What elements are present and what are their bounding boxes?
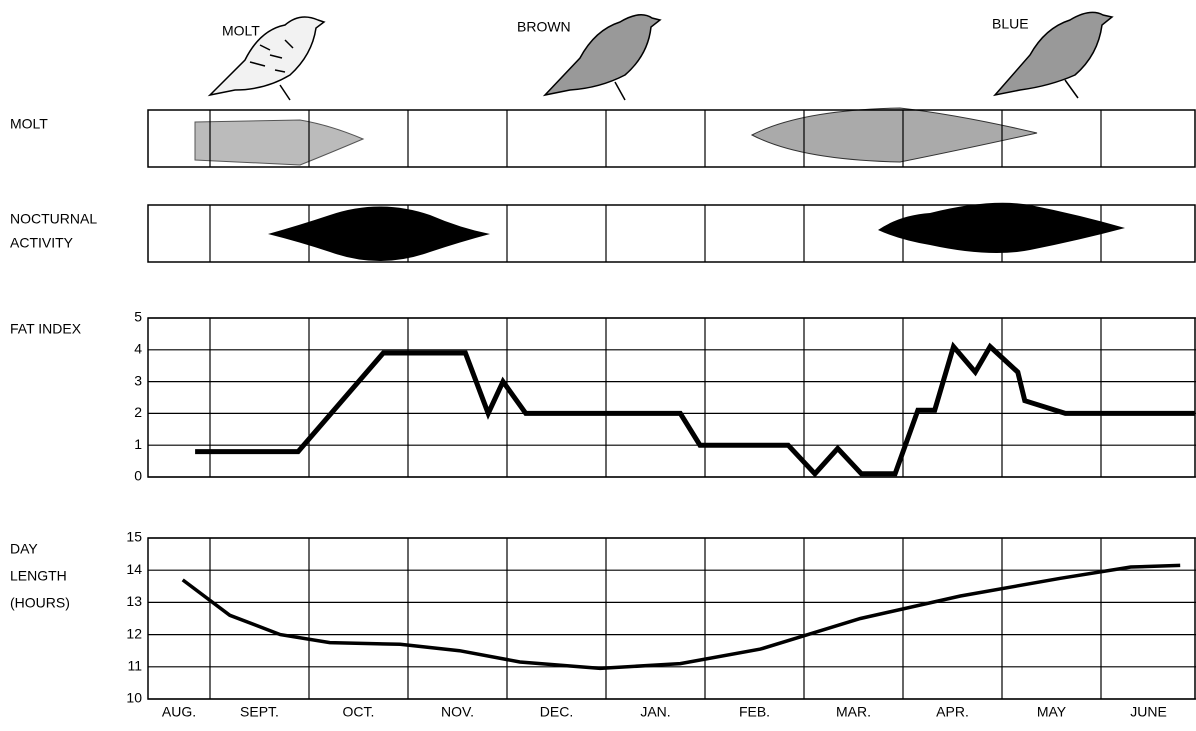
x-tick-label: FEB. [739,704,770,720]
y-tick-label: 5 [134,309,142,325]
y-tick-label: 2 [134,404,142,420]
y-tick-label: 4 [134,341,142,357]
x-tick-label: JAN. [640,704,670,720]
y-tick-label: 15 [126,529,142,545]
y-tick-label: 14 [126,561,142,577]
y-tick-label: 12 [126,625,142,641]
x-tick-label: JUNE [1130,704,1167,720]
bird-label: BLUE [992,16,1029,32]
molt-band [195,120,363,165]
figure: MOLT BROWN BLUE MOLT NOCTURNAL ACTIVITY FAT… [0,0,1196,726]
bird-label: BROWN [517,19,571,35]
axis-label: FAT INDEX [10,321,82,337]
x-tick-label: SEPT. [240,704,279,720]
y-tick-label: 13 [126,593,142,609]
x-tick-label: OCT. [343,704,375,720]
activity-band [268,207,490,262]
y-tick-label: 0 [134,468,142,484]
band-label: ACTIVITY [10,235,74,251]
y-tick-label: 11 [127,658,142,674]
y-tick-label: 3 [134,372,142,388]
band-label: NOCTURNAL [10,211,97,227]
axis-label: DAY [10,541,38,557]
y-tick-label: 10 [126,690,142,706]
panel-frame [148,538,1195,699]
bird-label: MOLT [222,23,260,39]
x-tick-label: MAR. [836,704,871,720]
panel-frame [148,318,1195,477]
band-label: MOLT [10,116,48,132]
x-tick-label: NOV. [441,704,474,720]
data-line [195,347,1195,474]
x-tick-label: APR. [936,704,969,720]
x-tick-label: DEC. [540,704,573,720]
y-tick-label: 1 [134,436,142,452]
axis-label: (HOURS) [10,595,70,611]
x-tick-label: AUG. [162,704,196,720]
x-tick-label: MAY [1037,704,1067,720]
molt-band [752,108,1037,162]
axis-label: LENGTH [10,568,67,584]
data-line [183,565,1180,668]
